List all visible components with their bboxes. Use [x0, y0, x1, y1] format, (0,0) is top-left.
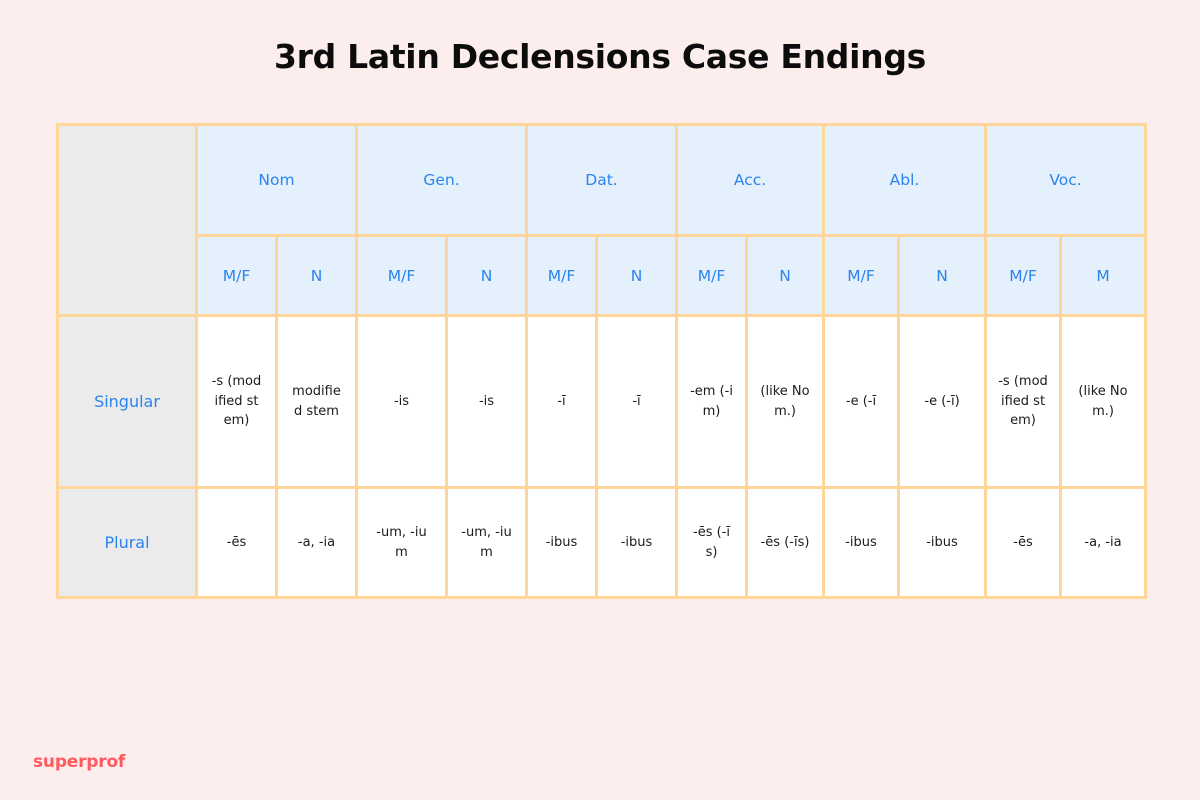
cell-text: -ibus: [926, 534, 958, 550]
cell-text: -ibus: [545, 534, 578, 550]
cell-text: (like Nom.): [1078, 384, 1128, 419]
gender-header: M/F: [355, 234, 448, 317]
row-header-singular: Singular: [56, 314, 198, 489]
cell-text: -ī: [632, 393, 641, 409]
case-header-vocative: Voc.: [984, 123, 1148, 237]
table-cell: -um, -ium: [445, 486, 528, 599]
cell-text: -s (modified stem): [211, 374, 262, 429]
gender-header: N: [275, 234, 358, 317]
table-cell: -ī: [594, 314, 679, 489]
table-cell: -ibus: [594, 486, 679, 599]
gender-header: N: [594, 234, 679, 317]
gender-header: M/F: [195, 234, 278, 317]
cell-text: -is: [393, 393, 410, 409]
table-cell: -um, -ium: [355, 486, 448, 599]
gender-header-row: M/F N M/F N M/F N M/F N M/F N M/F M: [58, 234, 1148, 317]
declension-table: Nom Gen. Dat. Acc. Abl. Voc. M/F N M/F N…: [56, 123, 1148, 599]
table-cell: (like Nom.): [745, 314, 826, 489]
cell-text: -ēs: [226, 534, 247, 550]
table-cell: -is: [355, 314, 448, 489]
case-header-accusative: Acc.: [675, 123, 826, 237]
gender-header: M/F: [675, 234, 749, 317]
cell-text: -um, -ium: [376, 525, 427, 560]
cell-text: -ēs (-īs): [760, 534, 810, 550]
gender-header: M/F: [525, 234, 598, 317]
table-cell: -ibus: [525, 486, 598, 599]
cell-text: -ī: [557, 393, 566, 409]
cell-text: -e (-ī: [845, 393, 877, 409]
table-cell: -e (-ī): [897, 314, 988, 489]
corner-cell: [56, 123, 198, 317]
table-cell: -a, -ia: [275, 486, 358, 599]
table-cell: modified stem: [275, 314, 358, 489]
table-cell: -ēs: [195, 486, 278, 599]
gender-header: M: [1059, 234, 1148, 317]
superprof-logo: superprof: [33, 752, 126, 772]
table-cell: -em (-im): [675, 314, 749, 489]
table-cell: -ēs (-īs): [745, 486, 826, 599]
table-cell: -e (-ī: [822, 314, 901, 489]
table-cell: (like Nom.): [1059, 314, 1148, 489]
cell-text: -ibus: [845, 534, 877, 550]
cell-text: -is: [478, 393, 495, 409]
cell-text: -um, -ium: [461, 525, 512, 560]
cell-text: -a, -ia: [297, 534, 336, 550]
gender-header: N: [445, 234, 528, 317]
case-header-genitive: Gen.: [355, 123, 528, 237]
cell-text: -s (modified stem): [998, 374, 1048, 429]
gender-header: N: [897, 234, 988, 317]
cell-text: (like Nom.): [760, 384, 810, 419]
gender-header: N: [745, 234, 826, 317]
table-cell: -a, -ia: [1059, 486, 1148, 599]
cell-text: -e (-ī): [924, 393, 960, 409]
case-header-dative: Dat.: [524, 123, 679, 237]
cell-text: -ibus: [620, 534, 653, 550]
table-row-singular: Singular -s (modified stem) modified ste…: [56, 314, 1148, 489]
cell-text: modified stem: [292, 384, 341, 419]
case-header-nominative: Nom: [195, 123, 358, 237]
cell-text: -ēs (-īs): [693, 525, 730, 560]
row-header-plural: Plural: [56, 486, 198, 599]
table-cell: -ī: [525, 314, 598, 489]
cell-text: -ēs: [1013, 534, 1033, 550]
page-title: 3rd Latin Declensions Case Endings: [273, 37, 926, 76]
case-header-ablative: Abl.: [822, 123, 988, 237]
gender-header: M/F: [822, 234, 901, 317]
cell-text: -em (-im): [690, 384, 733, 419]
table-cell: -ibus: [897, 486, 988, 599]
table-cell: -s (modified stem): [195, 314, 278, 489]
table-cell: -ēs: [984, 486, 1063, 599]
table-row-plural: Plural -ēs -a, -ia -um, -ium -um, -ium -…: [56, 486, 1148, 599]
cell-text: -a, -ia: [1084, 534, 1122, 550]
table-cell: -s (modified stem): [984, 314, 1063, 489]
case-header-row: Nom Gen. Dat. Acc. Abl. Voc.: [56, 123, 1148, 317]
gender-header: M/F: [984, 234, 1063, 317]
table-cell: -ēs (-īs): [675, 486, 749, 599]
table-cell: -ibus: [822, 486, 901, 599]
table-cell: -is: [445, 314, 528, 489]
